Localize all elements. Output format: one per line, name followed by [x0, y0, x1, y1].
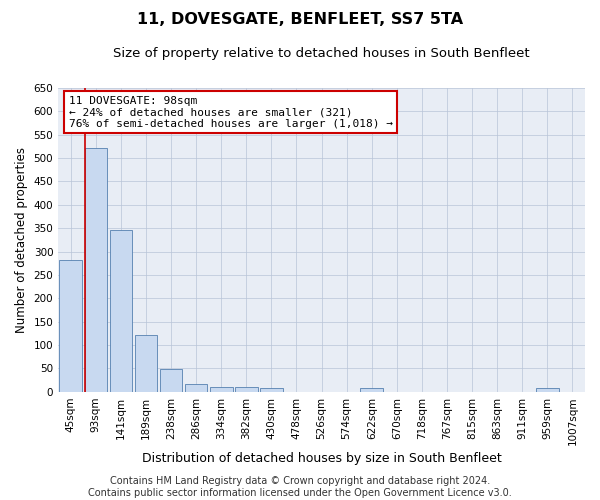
Text: 11 DOVESGATE: 98sqm
← 24% of detached houses are smaller (321)
76% of semi-detac: 11 DOVESGATE: 98sqm ← 24% of detached ho… [69, 96, 393, 129]
Bar [160, 369, 182, 392]
Bar [110, 230, 132, 392]
Bar [85, 148, 107, 392]
Bar [210, 386, 233, 392]
Y-axis label: Number of detached properties: Number of detached properties [15, 147, 28, 333]
Text: Contains HM Land Registry data © Crown copyright and database right 2024.
Contai: Contains HM Land Registry data © Crown c… [88, 476, 512, 498]
Bar [536, 388, 559, 392]
Bar [235, 387, 257, 392]
Bar [361, 388, 383, 392]
Bar [59, 260, 82, 392]
Bar [134, 334, 157, 392]
Bar [260, 388, 283, 392]
Title: Size of property relative to detached houses in South Benfleet: Size of property relative to detached ho… [113, 48, 530, 60]
X-axis label: Distribution of detached houses by size in South Benfleet: Distribution of detached houses by size … [142, 452, 502, 465]
Bar [185, 384, 208, 392]
Text: 11, DOVESGATE, BENFLEET, SS7 5TA: 11, DOVESGATE, BENFLEET, SS7 5TA [137, 12, 463, 28]
